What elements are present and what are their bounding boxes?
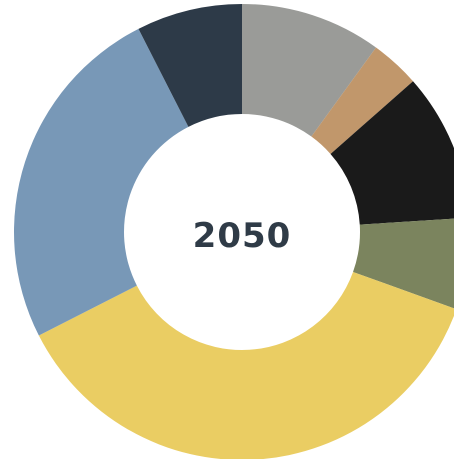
donut-slice-6 [14, 28, 189, 336]
center-year-label: 2050 [193, 216, 292, 256]
donut-slice-7 [138, 4, 242, 127]
donut-slice-5 [38, 271, 454, 459]
donut-slice-1 [242, 4, 377, 137]
donut-slice-4 [353, 218, 454, 309]
donut-slice-2 [311, 47, 414, 154]
donut-slices [14, 4, 454, 459]
donut-slice-3 [330, 81, 454, 225]
